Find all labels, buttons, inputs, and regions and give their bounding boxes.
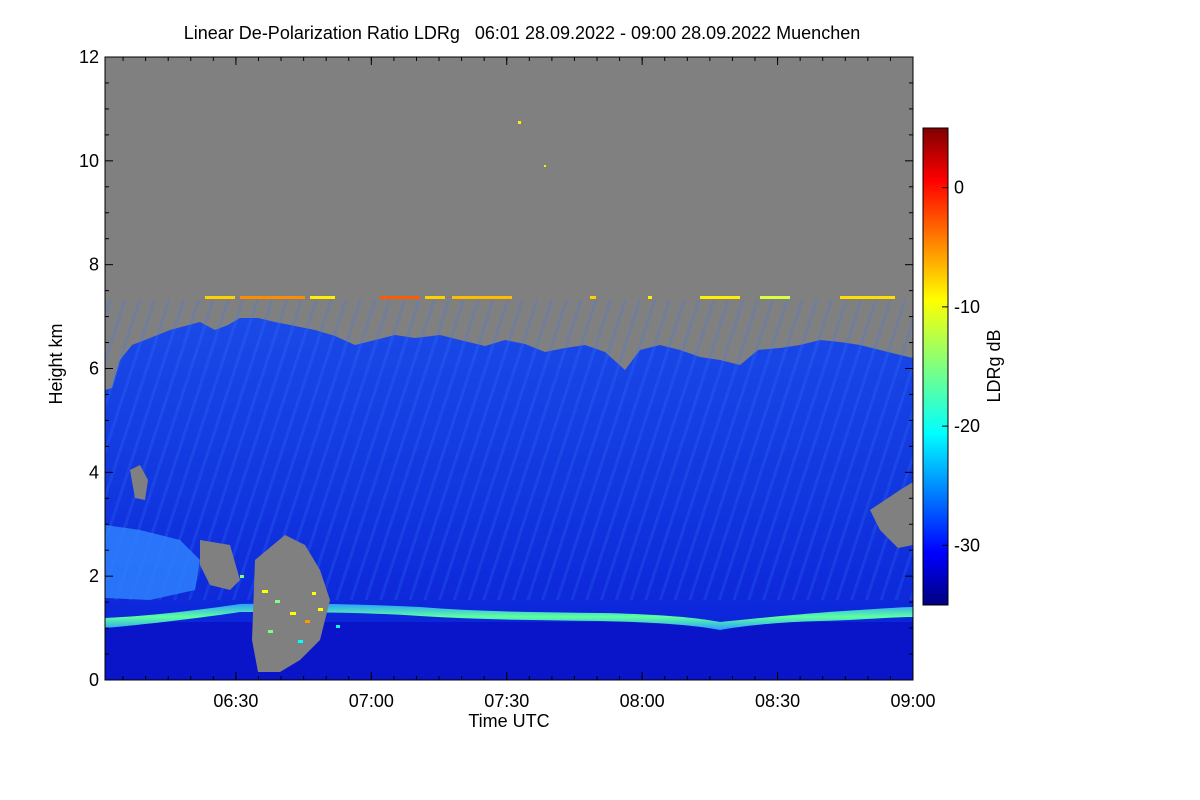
x-tick-label: 07:30	[484, 691, 529, 711]
no-signal-gap-3	[130, 465, 148, 500]
low-cloud-patch	[105, 525, 200, 600]
x-axis-label: Time UTC	[468, 711, 549, 731]
chart-title: Linear De-Polarization Ratio LDRg 06:01 …	[184, 23, 860, 43]
colorbar-ticks: 0 -10 -20 -30	[942, 178, 980, 555]
y-tick-label: 8	[89, 255, 99, 275]
x-axis: 06:30 07:00 07:30 08:00 08:30 09:00	[122, 57, 936, 711]
no-signal-gap-4	[870, 482, 913, 548]
x-tick-label: 09:00	[890, 691, 935, 711]
y-tick-label: 6	[89, 359, 99, 379]
colorbar-label: LDRg dB	[984, 329, 1004, 402]
plot-area	[105, 57, 913, 680]
colorbar-tick-label: 0	[954, 178, 964, 198]
x-tick-label: 06:30	[213, 691, 258, 711]
colorbar	[922, 127, 949, 606]
y-tick-label: 0	[89, 670, 99, 690]
y-axis: 0 2 4 6 8 10 12	[79, 47, 913, 690]
ice-layer-speckles	[205, 296, 895, 299]
rain-speckles	[240, 575, 340, 643]
y-tick-label: 4	[89, 462, 99, 482]
isolated-pixel-2	[544, 165, 546, 167]
x-tick-label: 08:00	[620, 691, 665, 711]
y-tick-label: 2	[89, 566, 99, 586]
x-tick-label: 07:00	[349, 691, 394, 711]
colorbar-tick-label: -20	[954, 416, 980, 436]
no-signal-gap-1	[200, 540, 240, 590]
x-tick-label: 08:30	[755, 691, 800, 711]
boundary-layer	[105, 622, 913, 680]
y-axis-label: Height km	[46, 323, 66, 404]
colorbar-tick-label: -10	[954, 297, 980, 317]
isolated-pixel-1	[518, 121, 521, 124]
y-tick-label: 12	[79, 47, 99, 67]
colorbar-tick-label: -30	[954, 535, 980, 555]
y-tick-label: 10	[79, 151, 99, 171]
no-signal-gap-2	[252, 535, 330, 672]
fallstreak-texture	[105, 300, 913, 600]
